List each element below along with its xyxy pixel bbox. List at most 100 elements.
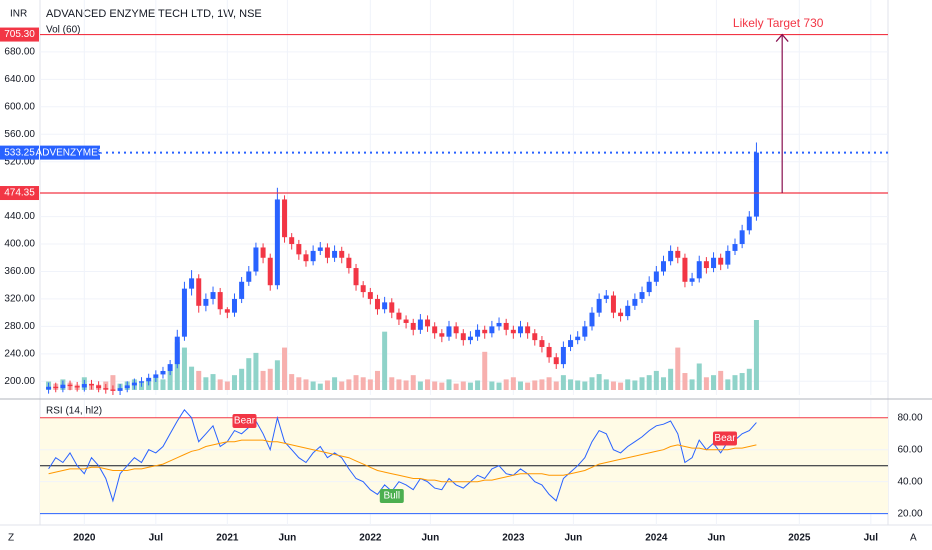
candle-body [560, 346, 566, 365]
y-tick-label: 320.00 [4, 294, 35, 305]
target-arrow-head [775, 33, 789, 42]
volume-bar [718, 370, 724, 390]
y-tick-label: 560.00 [4, 129, 35, 140]
y-tick-label: 360.00 [4, 266, 35, 277]
candle-body [310, 250, 316, 262]
candle-body [196, 278, 202, 306]
volume-bar [467, 382, 473, 390]
volume-bar [482, 351, 488, 390]
volume-bar [560, 375, 566, 390]
volume-bar [517, 381, 523, 390]
candle-body [525, 326, 531, 334]
candle-body [532, 333, 538, 341]
volume-bar [575, 380, 581, 390]
candle-body [131, 382, 137, 386]
volume-bar [489, 381, 495, 390]
price-label-box [0, 186, 39, 201]
candle-body [589, 312, 595, 327]
volume-bar [653, 370, 659, 390]
x-tick-label: 2021 [216, 533, 239, 544]
volume-bar [682, 373, 688, 390]
candle-body [467, 336, 473, 341]
auto-button[interactable]: A [910, 533, 917, 544]
x-tick-label: Jun [279, 533, 297, 544]
x-tick-label: Jul [864, 533, 879, 544]
rsi-title: RSI (14, hl2) [46, 406, 102, 417]
volume-bar [496, 382, 502, 390]
volume-bar [332, 377, 338, 390]
candle-body [553, 357, 559, 365]
candle-body [224, 309, 230, 313]
candle-body [353, 268, 359, 286]
volume-bar [746, 368, 752, 390]
y-tick-label: 600.00 [4, 101, 35, 112]
target-annotation: Likely Target 730 [733, 16, 824, 30]
volume-bar [317, 383, 323, 390]
volume-bar [367, 379, 373, 390]
rsi-tick-label: 40.00 [897, 476, 922, 487]
y-tick-label: 200.00 [4, 376, 35, 387]
volume-bar [267, 368, 273, 390]
candle-body [317, 247, 323, 251]
volume-bar [446, 379, 452, 390]
candle-body [739, 230, 745, 245]
volume-bar [646, 375, 652, 390]
volume-bar [203, 377, 209, 390]
candle-body [639, 292, 645, 299]
zoom-button[interactable]: Z [8, 533, 14, 544]
candle-body [124, 385, 130, 389]
volume-bar [303, 379, 309, 390]
volume-bar [532, 380, 538, 390]
candle-body [696, 261, 702, 279]
volume-bar [282, 347, 288, 390]
volume-bar [510, 377, 516, 390]
volume-bar [703, 377, 709, 390]
candle-body [575, 336, 581, 341]
volume-bar [417, 381, 423, 390]
candle-body [460, 333, 466, 341]
x-tick-label: 2020 [73, 533, 96, 544]
volume-bar [639, 377, 645, 390]
x-tick-label: 2022 [359, 533, 382, 544]
candle-body [568, 340, 574, 347]
candle-body [510, 329, 516, 334]
volume-bar [453, 383, 459, 390]
volume-bar [753, 320, 759, 390]
volume-bar [525, 382, 531, 390]
volume-bar [382, 331, 388, 390]
candle-body [453, 326, 459, 334]
candle-body [146, 377, 152, 382]
candle-body [503, 322, 509, 330]
signal-label: Bear [714, 433, 736, 444]
y-tick-label: 240.00 [4, 348, 35, 359]
volume-bar [353, 375, 359, 390]
y-tick-label: 400.00 [4, 239, 35, 250]
volume-bar [546, 377, 552, 390]
candle-body [625, 305, 631, 317]
candle-body [668, 250, 674, 262]
volume-title: Vol (60) [46, 25, 80, 36]
price-label: 474.35 [4, 188, 35, 199]
price-label: 705.30 [4, 29, 35, 40]
rsi-ma-line [48, 439, 757, 483]
volume-bar [432, 381, 438, 390]
volume-bar [711, 375, 717, 390]
price-label-box [0, 145, 39, 160]
candle-body [439, 333, 445, 337]
candle-body [582, 326, 588, 337]
volume-bar [589, 377, 595, 390]
symbol-label: ADVENZYMES [36, 147, 105, 158]
volume-bar [310, 381, 316, 390]
candle-body [718, 257, 724, 265]
y-tick-label: 280.00 [4, 321, 35, 332]
candle-body [210, 292, 216, 299]
candle-body [174, 336, 180, 365]
volume-bar [410, 375, 416, 390]
volume-bar [196, 370, 202, 390]
rsi-tick-label: 80.00 [897, 412, 922, 423]
candle-body [267, 257, 273, 286]
candle-body [260, 247, 266, 258]
candle-body [753, 152, 759, 217]
candle-body [446, 326, 452, 337]
y-tick-label: 680.00 [4, 47, 35, 58]
